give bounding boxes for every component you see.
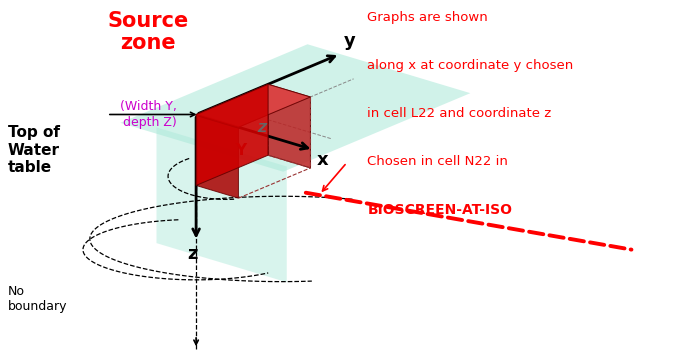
Polygon shape bbox=[120, 44, 471, 172]
Text: No
boundary: No boundary bbox=[8, 285, 67, 313]
Text: Y: Y bbox=[236, 143, 247, 158]
Text: (Width Y,
 depth Z): (Width Y, depth Z) bbox=[120, 100, 177, 129]
Polygon shape bbox=[268, 84, 311, 168]
Text: in cell L22 and coordinate z: in cell L22 and coordinate z bbox=[368, 107, 552, 120]
Text: y: y bbox=[344, 32, 355, 50]
Text: Source
zone: Source zone bbox=[107, 11, 189, 53]
Polygon shape bbox=[196, 84, 268, 185]
Text: Chosen in cell N22 in: Chosen in cell N22 in bbox=[368, 155, 508, 169]
Text: Z: Z bbox=[257, 122, 267, 135]
Text: BIOSCREEN-AT-ISO: BIOSCREEN-AT-ISO bbox=[368, 203, 513, 217]
Text: Top of
Water
table: Top of Water table bbox=[8, 125, 60, 175]
Polygon shape bbox=[157, 127, 286, 282]
Polygon shape bbox=[196, 115, 238, 198]
Text: x: x bbox=[317, 151, 328, 170]
Polygon shape bbox=[196, 84, 311, 127]
Text: z: z bbox=[188, 245, 198, 263]
Text: Graphs are shown: Graphs are shown bbox=[368, 11, 488, 24]
Text: along x at coordinate y chosen: along x at coordinate y chosen bbox=[368, 59, 574, 72]
